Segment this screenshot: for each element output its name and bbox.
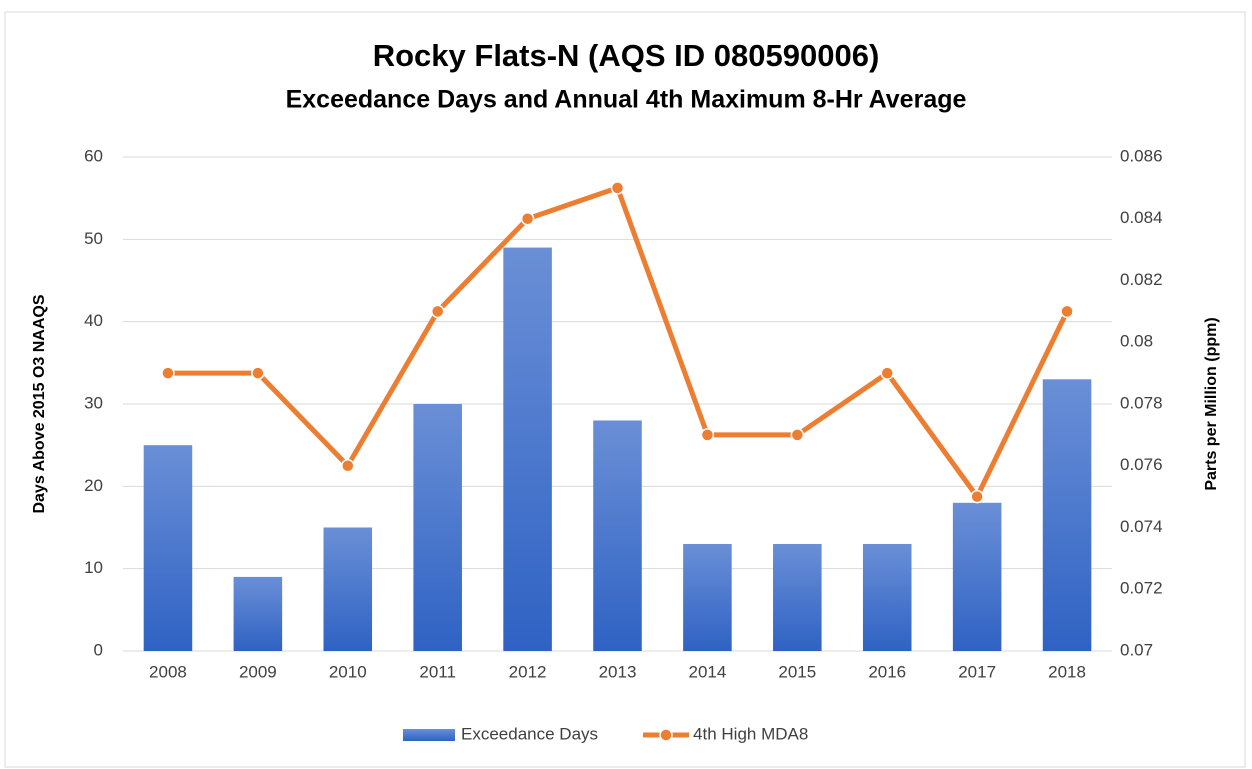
y-tick-label: 40 bbox=[84, 311, 103, 330]
y-tick-label: 20 bbox=[84, 476, 103, 495]
bar bbox=[773, 543, 822, 651]
y2-tick-label: 0.07 bbox=[1120, 640, 1153, 659]
legend-label: Exceedance Days bbox=[461, 724, 598, 743]
line-marker bbox=[430, 304, 445, 319]
bar bbox=[143, 445, 193, 651]
bar bbox=[413, 404, 462, 651]
x-tick-label: 2018 bbox=[1048, 662, 1086, 681]
x-tick-label: 2010 bbox=[329, 662, 367, 681]
line-marker bbox=[161, 366, 175, 380]
bar bbox=[862, 543, 912, 651]
x-tick-label: 2009 bbox=[239, 662, 277, 681]
y2-tick-label: 0.086 bbox=[1120, 146, 1163, 165]
y-tick-label: 0 bbox=[94, 640, 103, 659]
legend-marker bbox=[659, 728, 673, 742]
line-marker bbox=[520, 212, 535, 226]
y2-tick-label: 0.084 bbox=[1120, 208, 1163, 227]
bar bbox=[593, 420, 642, 651]
x-tick-label: 2017 bbox=[958, 662, 996, 681]
line-marker bbox=[341, 459, 355, 473]
bar bbox=[1042, 379, 1092, 651]
y-tick-label: 30 bbox=[84, 393, 103, 412]
y-axis-title: Days Above 2015 O3 NAAQS bbox=[31, 294, 48, 513]
line-marker bbox=[880, 366, 894, 380]
y2-tick-label: 0.072 bbox=[1120, 579, 1163, 598]
bar bbox=[683, 543, 732, 651]
bar bbox=[503, 247, 552, 652]
y2-tick-label: 0.08 bbox=[1120, 332, 1153, 351]
line-marker bbox=[700, 428, 715, 442]
line-marker bbox=[251, 366, 265, 380]
bar bbox=[323, 527, 373, 651]
line-marker bbox=[610, 181, 625, 195]
line-marker bbox=[790, 428, 805, 442]
line-marker bbox=[970, 489, 984, 504]
x-tick-label: 2013 bbox=[599, 662, 637, 681]
line-marker bbox=[1060, 304, 1074, 319]
y2-tick-label: 0.078 bbox=[1120, 393, 1163, 412]
y-tick-label: 10 bbox=[84, 558, 103, 577]
y-tick-label: 50 bbox=[84, 229, 103, 248]
bar bbox=[952, 502, 1002, 651]
y2-tick-label: 0.076 bbox=[1120, 455, 1163, 474]
chart-title: Rocky Flats-N (AQS ID 080590006) bbox=[373, 38, 880, 73]
y-tick-label: 60 bbox=[84, 146, 103, 165]
x-tick-label: 2016 bbox=[868, 662, 906, 681]
legend-swatch bbox=[403, 729, 455, 741]
x-tick-label: 2015 bbox=[778, 662, 816, 681]
x-tick-label: 2014 bbox=[688, 662, 726, 681]
y2-axis-title: Parts per Million (ppm) bbox=[1203, 317, 1220, 490]
legend-label: 4th High MDA8 bbox=[693, 724, 808, 743]
x-tick-label: 2011 bbox=[419, 662, 456, 681]
bar bbox=[233, 576, 283, 651]
x-tick-label: 2008 bbox=[149, 662, 187, 681]
chart-subtitle: Exceedance Days and Annual 4th Maximum 8… bbox=[286, 86, 967, 114]
x-tick-label: 2012 bbox=[509, 662, 547, 681]
y2-tick-label: 0.082 bbox=[1120, 270, 1163, 289]
y2-tick-label: 0.074 bbox=[1120, 517, 1163, 536]
